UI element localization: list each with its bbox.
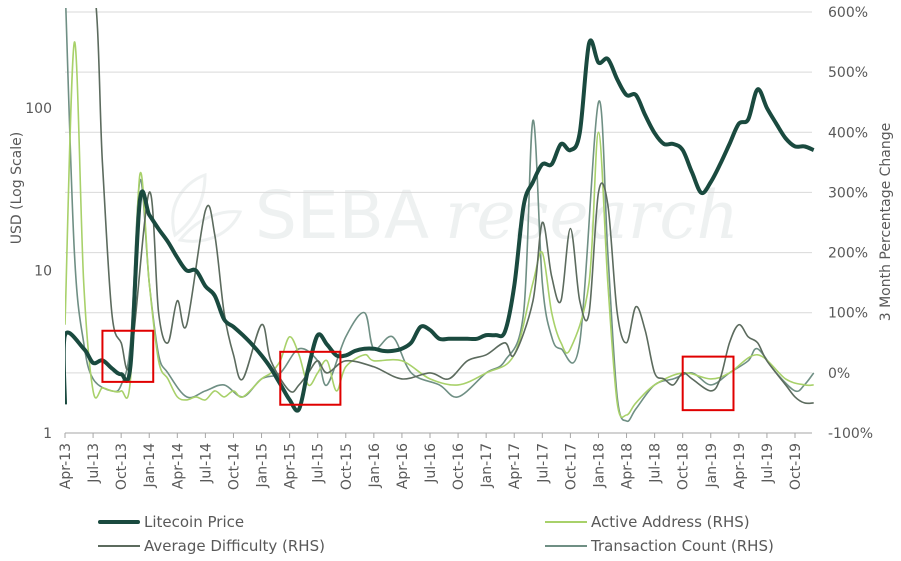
x-tick-label: Oct-16	[451, 443, 467, 490]
x-tick-label: Apr-17	[507, 443, 523, 489]
left-tick-label: 100	[25, 101, 52, 117]
x-tick-label: Apr-13	[58, 443, 74, 489]
left-axis-label: USD (Log Scale)	[9, 132, 25, 244]
legend-item-average-difficulty: Average Difficulty (RHS)	[98, 537, 325, 555]
annotations	[101, 329, 735, 412]
x-tick-label: Jul-13	[86, 443, 102, 484]
series-line-litecoin-price	[65, 38, 815, 413]
x-tick-label: Oct-19	[788, 443, 804, 490]
right-tick-label: -100%	[828, 426, 873, 442]
watermark: SEBA research	[171, 172, 739, 254]
legend-swatch	[98, 545, 140, 547]
x-tick-label: Oct-15	[339, 443, 355, 490]
highlight-box	[279, 350, 342, 406]
x-tick-label: Apr-14	[170, 443, 186, 489]
x-tick-label: Jul-14	[198, 443, 214, 484]
series-line-average-difficulty-rhs	[95, 8, 814, 405]
x-tick-label: Jan-17	[479, 443, 495, 488]
x-tick-label: Apr-19	[732, 443, 748, 489]
highlight-box	[101, 329, 155, 383]
x-tick-label: Jul-17	[535, 443, 551, 484]
highlight-box	[681, 355, 735, 412]
right-tick-label: 300%	[828, 185, 868, 201]
x-tick-label: Oct-17	[563, 443, 579, 490]
legend-item-active-address: Active Address (RHS)	[545, 513, 750, 531]
left-tick-label: 10	[34, 263, 52, 279]
x-tick-label: Jan-14	[142, 443, 158, 489]
right-axis: -100% 0% 100% 200% 300% 400% 500% 600%	[828, 5, 873, 442]
legend-swatch	[545, 545, 587, 547]
x-tick-label: Apr-16	[395, 443, 411, 489]
x-tick-label: Jul-15	[311, 443, 327, 484]
legend-label: Active Address (RHS)	[591, 513, 750, 531]
series-lines	[65, 8, 815, 423]
x-tick-label: Oct-18	[676, 443, 692, 490]
left-axis: 1 10 100	[25, 101, 52, 442]
legend-label: Average Difficulty (RHS)	[144, 537, 325, 555]
x-tick-label: Jan-16	[367, 443, 383, 489]
x-tick-label: Jan-15	[255, 443, 271, 488]
x-tick-label: Apr-15	[283, 443, 299, 489]
x-tick-label: Jul-19	[760, 443, 776, 484]
right-tick-label: 500%	[828, 65, 868, 81]
legend-label: Transaction Count (RHS)	[591, 537, 774, 555]
right-axis-label: 3 Month Percentage Change	[878, 123, 894, 322]
x-tick-label: Jul-18	[648, 443, 664, 484]
legend-item-transaction-count: Transaction Count (RHS)	[545, 537, 774, 555]
seba-leaf-logo	[171, 172, 243, 243]
right-tick-label: 100%	[828, 306, 868, 322]
watermark-brand: SEBA	[255, 177, 429, 254]
x-tick-label: Oct-14	[226, 443, 242, 490]
legend-swatch	[545, 521, 587, 523]
x-tick-label: Jan-18	[591, 443, 607, 488]
right-tick-label: 600%	[828, 5, 868, 21]
right-tick-label: 0%	[828, 366, 850, 382]
x-axis: Apr-13 Jul-13 Oct-13 Jan-14 Apr-14 Jul-14 Oct-…	[58, 432, 812, 490]
right-tick-label: 200%	[828, 246, 868, 262]
legend-swatch	[98, 520, 140, 524]
legend-item-litecoin-price: Litecoin Price	[98, 513, 244, 531]
right-tick-label: 400%	[828, 125, 868, 141]
x-tick-label: Jan-19	[704, 443, 720, 488]
x-tick-label: Apr-18	[620, 443, 636, 489]
legend-label: Litecoin Price	[144, 513, 245, 531]
left-tick-label: 1	[43, 426, 52, 442]
x-tick-label: Oct-13	[114, 443, 130, 490]
x-tick-label: Jul-16	[423, 443, 439, 484]
